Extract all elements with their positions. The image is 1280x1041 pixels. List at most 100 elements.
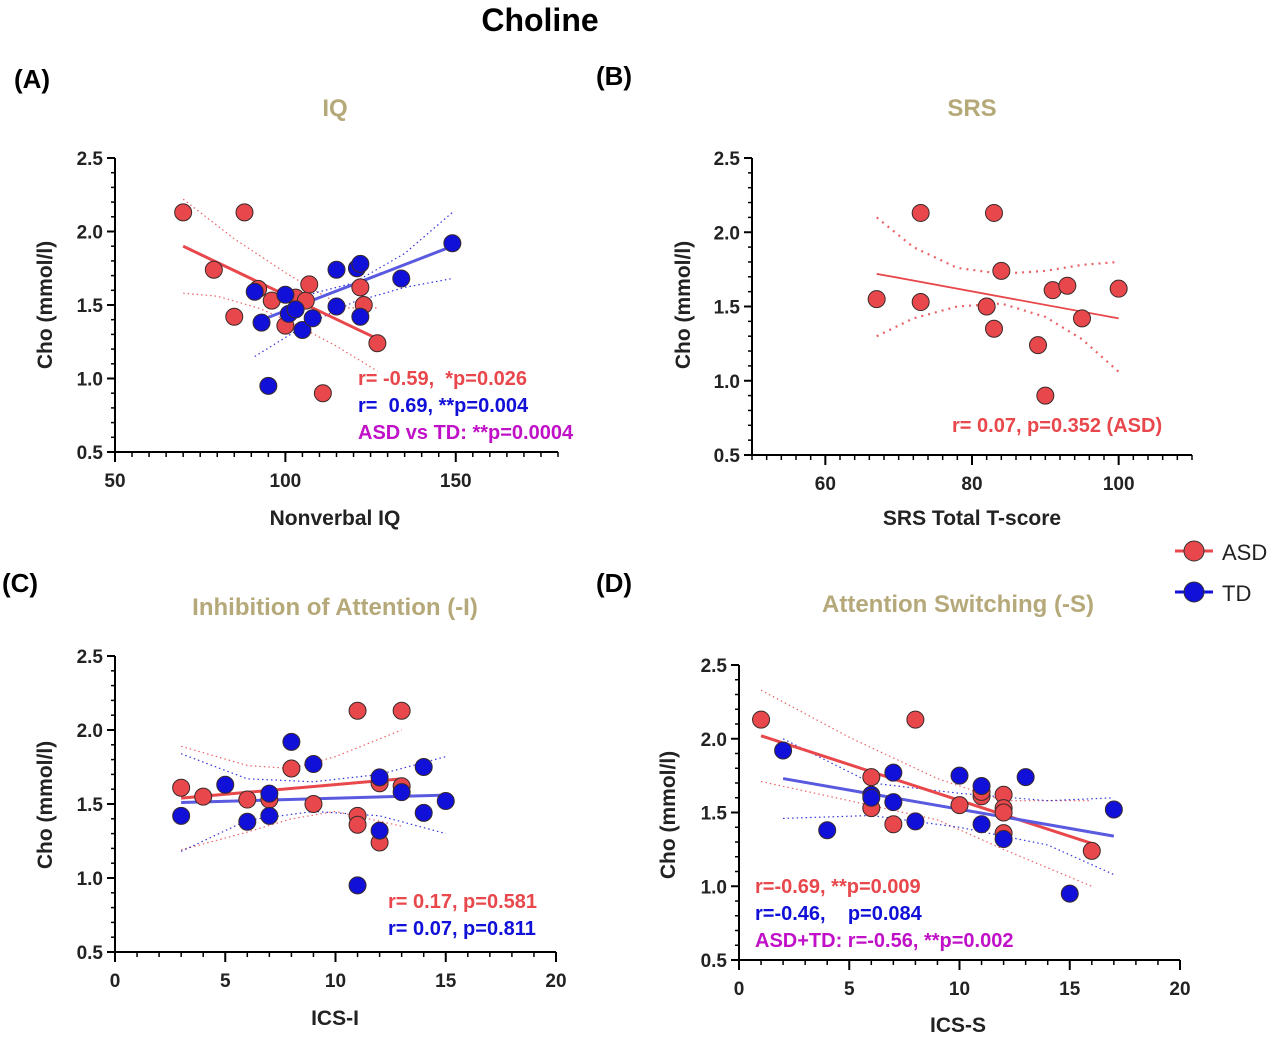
y-tick-label: 2.5 bbox=[77, 149, 104, 170]
data-point-td bbox=[172, 806, 191, 825]
data-point-asd bbox=[174, 203, 193, 222]
data-point-td bbox=[1104, 800, 1123, 819]
data-point-asd bbox=[992, 261, 1011, 280]
data-point-td bbox=[286, 300, 305, 319]
stat-annotation: r= 0.07, p=0.811 bbox=[388, 918, 536, 940]
stat-annotation: ASD vs TD: **p=0.0004 bbox=[358, 422, 574, 444]
data-point-asd bbox=[1036, 386, 1055, 405]
figure-title: Choline bbox=[481, 2, 599, 38]
x-tick-label: 10 bbox=[325, 971, 346, 992]
data-point-td bbox=[293, 320, 312, 339]
ci-lower-asd bbox=[180, 810, 402, 851]
panel-title: IQ bbox=[322, 95, 347, 122]
data-point-td bbox=[436, 792, 455, 811]
legend-td-label: TD bbox=[1222, 581, 1251, 606]
panel-d: (D) Attention Switching (-S) 0.5 1.0 1.5 2.0 2… bbox=[596, 568, 1191, 1037]
data-point-asd bbox=[351, 278, 370, 297]
x-tick-label: 10 bbox=[949, 979, 970, 1000]
ci-upper-td bbox=[782, 738, 1114, 802]
stat-annotation: ASD+TD: r=-0.56, **p=0.002 bbox=[755, 930, 1013, 952]
data-point-td bbox=[216, 775, 235, 794]
x-tick-label: 50 bbox=[104, 471, 125, 492]
ci-lower-asd bbox=[760, 780, 1093, 887]
y-tick-label: 2.5 bbox=[701, 656, 728, 677]
y-tick-label: 2.5 bbox=[714, 149, 741, 170]
y-tick-label: 2.0 bbox=[77, 721, 103, 742]
ci-lower-td bbox=[783, 814, 1115, 876]
data-point-asd bbox=[172, 778, 191, 797]
data-point-asd bbox=[752, 710, 771, 729]
data-point-asd bbox=[906, 710, 925, 729]
y-tick-label: 0.5 bbox=[701, 951, 728, 972]
panel-label: (A) bbox=[14, 64, 50, 94]
stat-annotation: r=-0.46, p=0.084 bbox=[755, 903, 923, 925]
data-point-td bbox=[392, 783, 411, 802]
stat-annotation: r= 0.07, p=0.352 (ASD) bbox=[952, 415, 1162, 437]
panel-title: SRS bbox=[947, 95, 996, 122]
ci-lower-td bbox=[180, 810, 446, 852]
data-point-asd bbox=[368, 334, 387, 353]
fit-line-asd bbox=[760, 734, 1093, 845]
data-point-asd bbox=[950, 796, 969, 815]
data-point-td bbox=[774, 741, 793, 760]
data-point-td bbox=[259, 376, 278, 395]
data-point-td bbox=[906, 812, 925, 831]
y-tick-label: 1.5 bbox=[701, 804, 728, 825]
x-axis-label: ICS-S bbox=[930, 1014, 986, 1037]
y-tick-label: 2.5 bbox=[77, 647, 104, 668]
panel-label: (C) bbox=[2, 568, 38, 598]
data-point-asd bbox=[304, 795, 323, 813]
data-point-asd bbox=[1073, 309, 1091, 328]
data-point-asd bbox=[282, 759, 301, 778]
data-point-asd bbox=[884, 815, 903, 834]
y-tick-label: 1.5 bbox=[714, 298, 741, 319]
data-point-td bbox=[351, 307, 370, 326]
data-point-td bbox=[351, 254, 370, 273]
ci-upper-td bbox=[180, 753, 446, 783]
data-point-td bbox=[276, 285, 295, 304]
data-point-td bbox=[443, 234, 462, 253]
data-point-td bbox=[327, 297, 346, 316]
y-tick-label: 0.5 bbox=[77, 443, 104, 464]
data-point-td bbox=[370, 821, 389, 840]
stat-annotation: r=-0.69, **p=0.009 bbox=[755, 876, 921, 898]
data-point-asd bbox=[977, 297, 996, 316]
data-point-asd bbox=[985, 319, 1003, 338]
x-tick-label: 0 bbox=[734, 979, 745, 1000]
data-point-td bbox=[414, 758, 433, 776]
y-axis-label: Cho (mmol/l) bbox=[34, 241, 57, 369]
y-tick-label: 1.5 bbox=[77, 296, 104, 317]
legend-asd-label: ASD bbox=[1222, 540, 1267, 565]
y-tick-label: 1.0 bbox=[701, 877, 727, 898]
data-point-td bbox=[260, 806, 279, 825]
data-point-td bbox=[1016, 768, 1035, 787]
panel-a: (A) IQ 0.5 1.0 1.5 2.0 2.5 50 100 150 Nonverbal IQ… bbox=[14, 64, 574, 530]
x-tick-label: 15 bbox=[435, 971, 457, 992]
x-tick-label: 15 bbox=[1059, 979, 1081, 1000]
data-point-td bbox=[282, 732, 301, 751]
data-point-asd bbox=[313, 384, 332, 403]
data-point-asd bbox=[238, 790, 257, 809]
x-tick-label: 20 bbox=[545, 971, 566, 992]
y-tick-label: 2.0 bbox=[701, 730, 727, 751]
y-axis-label: Cho (mmol/l) bbox=[672, 241, 695, 369]
x-tick-label: 5 bbox=[220, 971, 231, 992]
x-tick-label: 100 bbox=[1103, 474, 1135, 495]
fit-line-td bbox=[782, 777, 1115, 838]
data-point-asd bbox=[911, 203, 930, 222]
data-point-td bbox=[994, 830, 1013, 849]
data-point-td bbox=[327, 260, 346, 279]
data-point-td bbox=[972, 815, 991, 834]
data-point-asd bbox=[348, 815, 367, 834]
fit-line-asd bbox=[181, 777, 402, 800]
data-point-td bbox=[884, 793, 903, 812]
x-tick-label: 100 bbox=[270, 471, 302, 492]
x-tick-label: 80 bbox=[961, 474, 982, 495]
panel-c: (C) Inhibition of Attention (-I) 0.5 1.0 1.5… bbox=[2, 568, 567, 1030]
panel-b: (B) SRS 0.5 1.0 1.5 2.0 2.5 60 80 100 SRS Total T-… bbox=[596, 61, 1193, 530]
data-point-td bbox=[238, 812, 257, 831]
stat-annotation: r= 0.69, **p=0.004 bbox=[358, 395, 529, 417]
data-point-td bbox=[252, 313, 271, 332]
y-tick-label: 1.0 bbox=[714, 372, 740, 393]
